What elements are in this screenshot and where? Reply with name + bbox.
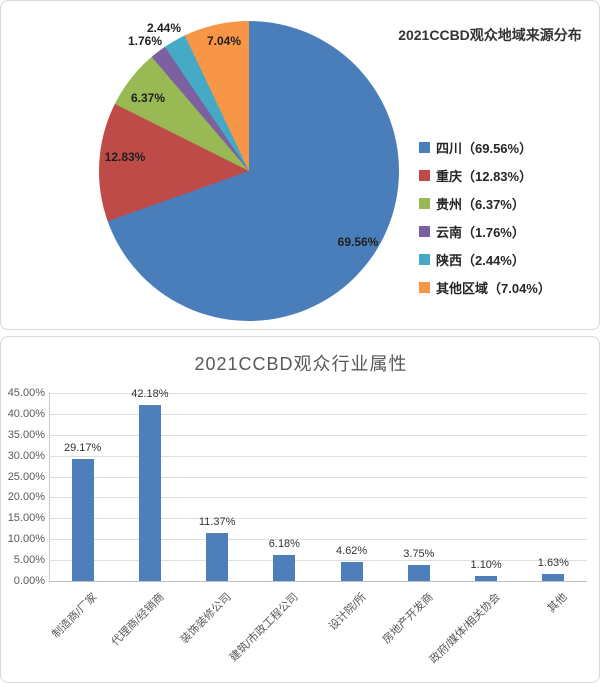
legend-label: 其他区域（7.04%）	[436, 280, 551, 296]
legend-item: 贵州（6.37%）	[419, 189, 551, 217]
legend-label: 重庆（12.83%）	[436, 168, 533, 184]
bar-chart-panel: 2021CCBD观众行业属性 45.00% 40.00% 35.00% 30.00% 2…	[0, 336, 600, 683]
legend-label: 陕西（2.44%）	[436, 252, 525, 268]
pie-chart-panel: 2021CCBD观众地域来源分布 69.56% 12.83% 6.37% 1.7…	[0, 0, 600, 330]
legend-marker	[419, 281, 430, 293]
y-axis-tick-label: 35.00%	[7, 428, 45, 441]
pie-slice-label: 69.56%	[337, 235, 379, 249]
y-axis-tick-label: 25.00%	[7, 470, 45, 483]
legend-item: 云南（1.76%）	[419, 217, 551, 245]
bar-chart-title: 2021CCBD观众行业属性	[194, 354, 408, 374]
bar	[71, 459, 94, 581]
bar-value-label: 29.17%	[63, 442, 102, 455]
pie-slice-label: 6.37%	[130, 91, 166, 105]
gridline	[49, 476, 587, 478]
y-axis-tick-label: 5.00%	[13, 554, 45, 567]
category-label: 政府/媒体/相关协会	[427, 591, 503, 667]
bar-value-label: 6.18%	[268, 538, 300, 551]
legend-item: 四川（69.56%）	[419, 133, 551, 161]
gridline	[49, 560, 587, 562]
legend-marker	[419, 141, 430, 153]
bar-value-label: 42.18%	[131, 387, 169, 400]
legend-label: 云南（1.76%）	[436, 224, 525, 240]
gridline	[49, 518, 587, 520]
gridline	[49, 539, 587, 541]
gridline	[49, 455, 587, 457]
y-axis-tick-label: 45.00%	[7, 387, 45, 399]
gridline	[49, 393, 587, 394]
category-label: 设计院/所	[326, 591, 369, 633]
legend-item: 陕西（2.44%）	[419, 245, 551, 273]
category-label: 制造商/厂家	[49, 591, 100, 641]
legend-marker	[419, 253, 430, 265]
pie-slice-label: 12.83%	[104, 150, 146, 164]
pie-chart-title: 2021CCBD观众地域来源分布	[398, 27, 582, 43]
bar-plot-area: 45.00% 40.00% 35.00% 30.00% 25.00% 20.00% 15.0…	[1, 337, 599, 682]
pie-slice-label: 2.44%	[146, 21, 182, 35]
pie-slice-label: 1.76%	[127, 34, 163, 48]
category-label: 房地产开发商	[380, 591, 436, 647]
y-axis-tick-label: 10.00%	[7, 533, 45, 546]
bar	[475, 576, 498, 581]
bar	[542, 574, 565, 581]
bar	[340, 561, 363, 581]
bar	[273, 555, 296, 581]
bar	[206, 533, 229, 581]
gridline	[49, 497, 587, 499]
gridline	[49, 581, 587, 582]
gridline	[49, 413, 587, 415]
y-axis-line	[49, 393, 50, 581]
legend-marker	[419, 197, 430, 209]
legend-marker	[419, 225, 430, 237]
legend-marker	[419, 169, 430, 181]
gridline	[49, 434, 587, 436]
category-label: 建筑/市政工程公司	[228, 591, 301, 664]
category-label: 装饰装修公司	[178, 591, 234, 647]
pie-legend: 四川（69.56%） 重庆（12.83%） 贵州（6.37%） 云南（1.76%…	[419, 133, 551, 301]
bar	[138, 404, 161, 581]
y-axis-tick-label: 40.00%	[7, 407, 45, 420]
bar-value-label: 1.63%	[537, 557, 569, 570]
y-axis-tick-label: 30.00%	[7, 449, 45, 462]
y-axis-tick-label: 15.00%	[7, 512, 45, 525]
bar-value-label: 4.62%	[336, 544, 368, 557]
y-axis-tick-label: 0.00%	[13, 575, 45, 587]
category-label: 代理商/经销商	[109, 591, 167, 649]
bar-value-label: 1.10%	[470, 559, 502, 572]
bar	[407, 565, 430, 581]
pie-slice-label: 7.04%	[206, 34, 242, 48]
legend-label: 四川（69.56%）	[436, 140, 533, 156]
bar-value-label: 3.75%	[403, 548, 435, 561]
pie	[99, 21, 399, 321]
legend-item: 其他区域（7.04%）	[419, 273, 551, 301]
y-axis-tick-label: 20.00%	[7, 491, 45, 504]
legend-label: 贵州（6.37%）	[436, 196, 525, 212]
bar-value-label: 11.37%	[198, 516, 236, 529]
category-label: 其他	[545, 591, 570, 616]
legend-item: 重庆（12.83%）	[419, 161, 551, 189]
